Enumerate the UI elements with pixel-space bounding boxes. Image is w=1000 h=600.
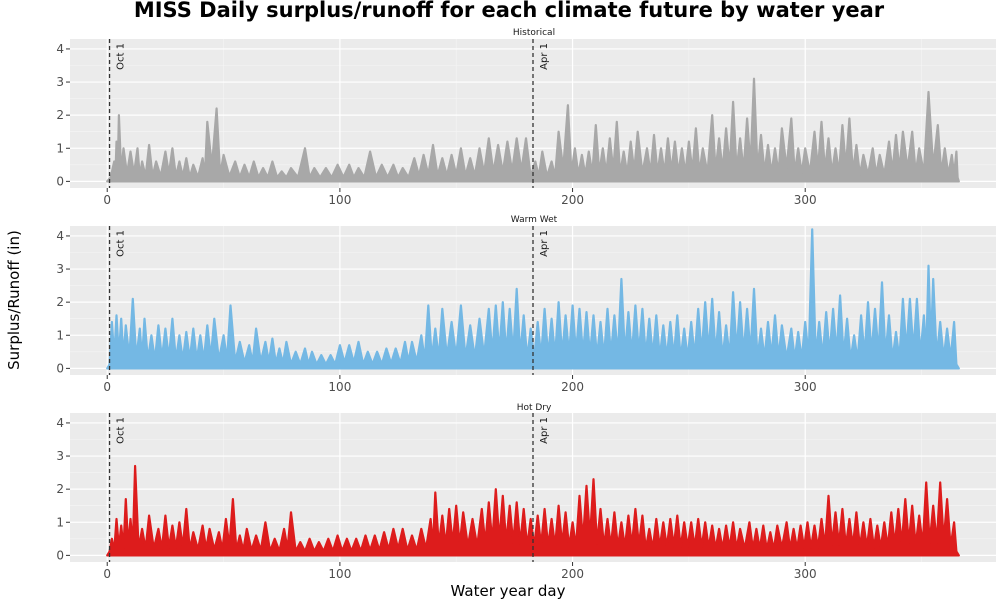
- x-tick-label: 0: [103, 567, 111, 581]
- y-tick-label: 2: [56, 482, 64, 496]
- panel-title: Hot Dry: [517, 403, 552, 413]
- y-tick-label: 1: [56, 141, 64, 155]
- y-tick-label: 0: [56, 548, 64, 562]
- x-tick-label: 300: [794, 567, 817, 581]
- x-axis-label: Water year day: [450, 582, 566, 600]
- x-tick-label: 100: [328, 193, 351, 207]
- x-tick-label: 200: [561, 567, 584, 581]
- y-tick-label: 3: [56, 262, 64, 276]
- panel-title: Historical: [513, 28, 555, 38]
- panel-title: Warm Wet: [511, 215, 558, 225]
- y-tick-label: 4: [56, 42, 64, 56]
- series-area: [106, 77, 960, 183]
- x-tick-label: 200: [561, 380, 584, 394]
- y-tick-label: 2: [56, 295, 64, 309]
- series-area: [106, 464, 960, 557]
- reference-line-label: Apr 1: [539, 43, 550, 70]
- x-tick-label: 0: [103, 193, 111, 207]
- y-tick-label: 0: [56, 361, 64, 375]
- x-tick-label: 200: [561, 193, 584, 207]
- x-tick-label: 300: [794, 380, 817, 394]
- reference-line-label: Oct 1: [116, 417, 127, 444]
- chart-title: MISS Daily surplus/runoff for each clima…: [133, 0, 885, 22]
- panel-hot-dry: Hot Dry Oct 1 Apr 1 0 1 2 3 4 0 100 200 300: [56, 403, 996, 581]
- x-tick-label: 300: [794, 193, 817, 207]
- x-tick-label: 100: [328, 380, 351, 394]
- y-tick-label: 3: [56, 75, 64, 89]
- y-tick-label: 2: [56, 108, 64, 122]
- y-tick-label: 0: [56, 174, 64, 188]
- y-tick-label: 1: [56, 328, 64, 342]
- y-tick-label: 4: [56, 416, 64, 430]
- y-tick-label: 3: [56, 449, 64, 463]
- x-tick-label: 100: [328, 567, 351, 581]
- reference-line-label: Oct 1: [116, 43, 127, 70]
- series-area: [106, 228, 960, 370]
- panel-warm-wet: Warm Wet Oct 1 Apr 1 0 1 2 3 4 0 100 200 300: [56, 215, 996, 394]
- y-tick-label: 4: [56, 229, 64, 243]
- x-tick-label: 0: [103, 380, 111, 394]
- reference-line-label: Oct 1: [116, 230, 127, 257]
- y-tick-label: 1: [56, 515, 64, 529]
- panel-historical: Historical Oct 1 Apr 1 0 1 2 3 4 0 100 200 300: [56, 28, 996, 207]
- reference-line-label: Apr 1: [539, 230, 550, 257]
- reference-line-label: Apr 1: [539, 417, 550, 444]
